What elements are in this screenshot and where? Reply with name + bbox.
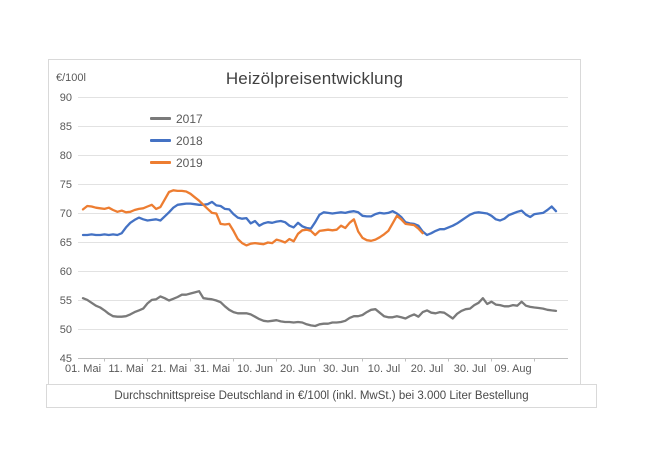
x-tick-label: 10. Jul [367,363,401,375]
y-tick-label: 45 [59,352,72,365]
x-tick-label: 30. Jul [453,363,487,375]
y-axis-labels: 90 85 80 75 70 65 60 55 50 45 [49,60,75,384]
x-tick-label: 11. Mai [108,363,144,375]
y-tick-label: 85 [59,120,72,133]
y-tick-label: 75 [59,178,72,191]
legend: 2017 2018 2019 [150,111,203,170]
caption-box: Durchschnittspreise Deutschland in €/100… [46,384,597,408]
chart-title: Heizölpreisentwicklung [225,69,404,88]
x-tick-label: 20. Jul [410,363,444,375]
legend-line-swatch [150,117,171,120]
x-tick-label: 30. Jun [322,363,360,375]
x-tick-label: 01. Mai [64,363,102,375]
caption-text: Durchschnittspreise Deutschland in €/100… [114,390,529,402]
chart-card: €/100l Heizölpreisentwicklung 2017 2018 20… [48,59,581,385]
legend-item-2019: 2019 [150,155,203,170]
y-tick-label: 80 [59,149,72,162]
series-line-2017 [81,290,558,328]
legend-item-2017: 2017 [150,111,203,126]
y-axis-unit-label: €/100l [56,72,86,84]
legend-line-swatch [150,161,171,164]
plot-svg [78,97,568,362]
x-tick-label: 20. Jun [279,363,317,375]
y-tick-label: 55 [59,294,72,307]
y-tick-label: 60 [59,265,72,278]
y-tick-label: 70 [59,207,72,220]
x-tick-label: 31. Mai [193,363,231,375]
legend-item-2018: 2018 [150,133,203,148]
legend-line-swatch [150,139,171,142]
x-tick-label: 21. Mai [150,363,188,375]
series-line-2019 [81,189,424,247]
y-tick-label: 50 [59,323,72,336]
legend-label: 2019 [176,155,203,170]
y-tick-label: 65 [59,236,72,249]
x-tick-label: 10. Jun [236,363,274,375]
legend-label: 2017 [176,111,203,126]
x-tick-label: 09. Aug [494,363,532,375]
series-line-2018 [81,200,558,237]
legend-label: 2018 [176,133,203,148]
y-tick-label: 90 [59,91,72,104]
